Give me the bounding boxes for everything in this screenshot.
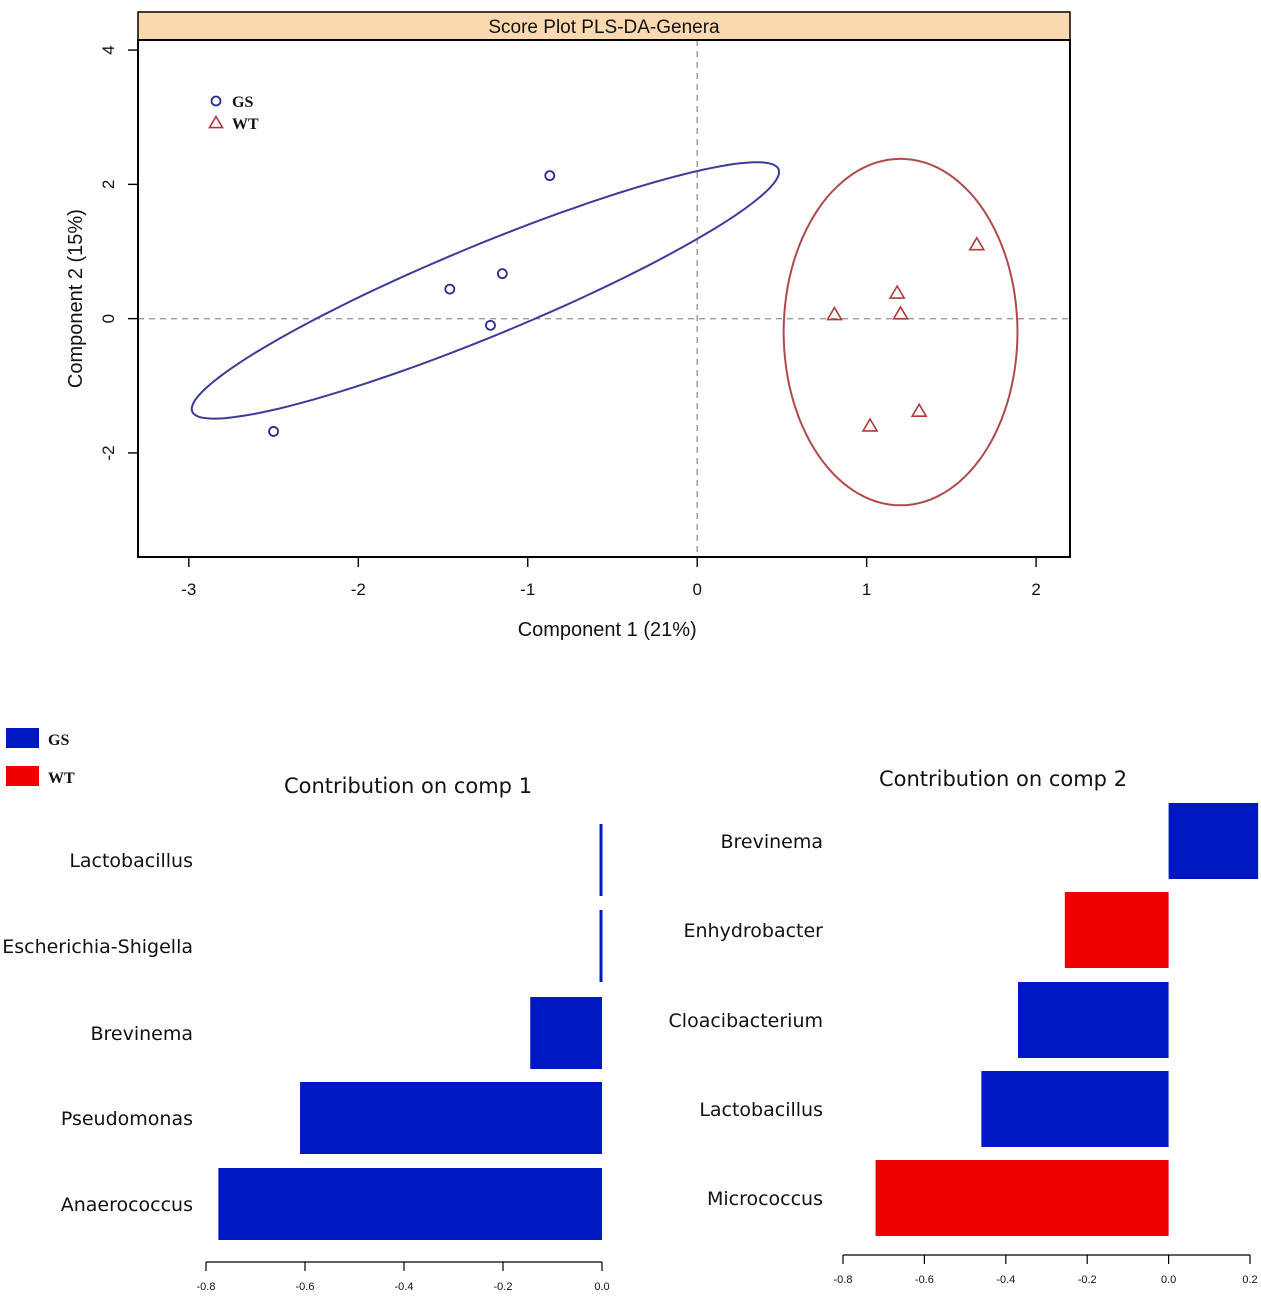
legend-wt-label: WT xyxy=(48,770,75,787)
bar-cloacibacterium xyxy=(1018,982,1169,1058)
bar-micrococcus xyxy=(875,1160,1169,1236)
bar-enhydrobacter xyxy=(1064,892,1169,968)
point-wt-5 xyxy=(910,402,928,418)
bar-chart-title: Contribution on comp 1 xyxy=(284,774,532,798)
point-gs-3 xyxy=(444,283,456,295)
legend-gs-label: GS xyxy=(232,94,253,111)
bar-lactobacillus xyxy=(599,824,603,896)
category-label: Brevinema xyxy=(720,831,823,853)
bar-chart-title: Contribution on comp 2 xyxy=(879,767,1127,791)
legend-gs-label: GS xyxy=(48,732,69,749)
point-wt-6 xyxy=(861,417,879,432)
x-tick-label: -0.8 xyxy=(197,1281,216,1293)
x-tick-label: -3 xyxy=(181,580,196,599)
x-tick-label: -0.2 xyxy=(1078,1274,1097,1286)
point-wt-3 xyxy=(892,305,909,320)
x-tick-label: 2 xyxy=(1031,580,1040,599)
category-label: Cloacibacterium xyxy=(669,1010,823,1032)
legend-wt-swatch xyxy=(6,766,39,786)
confidence-ellipse-wt xyxy=(782,157,1019,507)
legend-gs-swatch xyxy=(6,728,39,748)
x-axis-title: Component 1 (21%) xyxy=(518,619,697,641)
category-label: Escherichia-Shigella xyxy=(2,936,193,958)
score-plot: Score Plot PLS-DA-Genera -3 -2 -1 0 1 2 Compone… xyxy=(65,11,1071,641)
point-gs-4 xyxy=(485,319,496,331)
legend-wt-label: WT xyxy=(232,116,259,133)
point-wt-4 xyxy=(826,306,843,321)
x-tick-label: -0.4 xyxy=(395,1281,414,1293)
point-gs-1 xyxy=(544,170,556,182)
y-tick-label: 2 xyxy=(99,180,118,189)
x-tick-label: -0.2 xyxy=(494,1281,513,1293)
x-tick-label: -0.4 xyxy=(996,1274,1015,1286)
y-axis-title: Component 2 (15%) xyxy=(65,209,87,388)
point-gs-5 xyxy=(268,426,279,437)
category-label: Enhydrobacter xyxy=(683,920,823,942)
bar-brevinema xyxy=(1168,803,1259,879)
plot-title-strip xyxy=(137,11,1071,41)
category-label: Lactobacillus xyxy=(69,850,193,872)
contribution-comp1-chart: Contribution on comp 1 Lactobacillus Esche… xyxy=(2,774,609,1293)
category-label: Lactobacillus xyxy=(699,1099,823,1121)
point-wt-1 xyxy=(968,236,986,251)
legend-wt-marker xyxy=(208,114,224,129)
x-tick-label: -2 xyxy=(351,580,366,599)
y-tick-label: -2 xyxy=(99,445,118,460)
category-label: Brevinema xyxy=(90,1023,193,1045)
bar-lactobacillus xyxy=(981,1071,1169,1147)
confidence-ellipse-gs xyxy=(190,161,781,420)
bar-anaerococcus xyxy=(218,1168,602,1240)
category-label: Micrococcus xyxy=(707,1188,823,1210)
x-tick-label: -1 xyxy=(520,580,535,599)
plot-frame xyxy=(137,39,1071,558)
legend-gs-marker xyxy=(210,95,222,107)
x-tick-label: -0.8 xyxy=(834,1274,853,1286)
bar-brevinema xyxy=(530,997,602,1069)
x-tick-label: -0.6 xyxy=(296,1281,315,1293)
x-tick-label: 0.0 xyxy=(1161,1274,1176,1286)
y-tick-label: 4 xyxy=(99,45,118,54)
x-tick-label: 0.0 xyxy=(594,1281,609,1293)
x-tick-label: 1 xyxy=(862,580,871,599)
contribution-comp2-chart: Contribution on comp 2 Brevinema Enhydroba… xyxy=(669,767,1259,1286)
x-tick-label: -0.6 xyxy=(915,1274,934,1286)
plot-title: Score Plot PLS-DA-Genera xyxy=(488,17,720,38)
point-wt-2 xyxy=(888,284,906,299)
bar-escherichia-shigella xyxy=(599,910,603,982)
bar-legend: GS WT xyxy=(6,728,75,787)
x-tick-label: 0.2 xyxy=(1242,1274,1257,1286)
category-label: Pseudomonas xyxy=(61,1108,193,1130)
category-label: Anaerococcus xyxy=(61,1194,193,1216)
point-gs-2 xyxy=(496,268,508,280)
bar-pseudomonas xyxy=(300,1082,602,1154)
y-tick-label: 0 xyxy=(99,314,118,323)
x-tick-label: 0 xyxy=(692,580,701,599)
